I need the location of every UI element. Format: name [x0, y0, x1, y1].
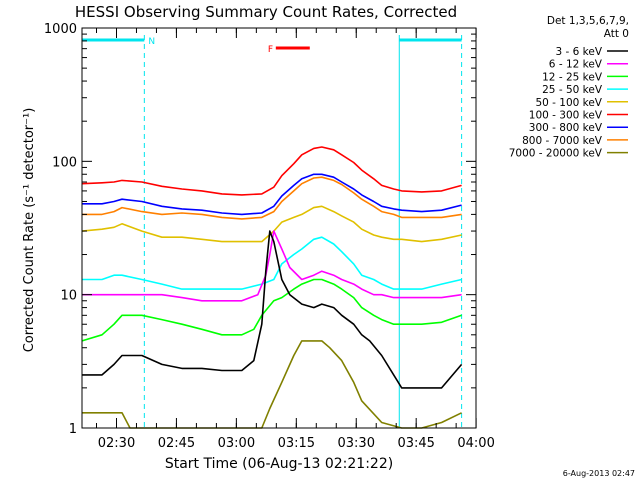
night-flag-label: N [148, 37, 155, 47]
legend-label: 50 - 100 keV [535, 97, 602, 109]
series-line [82, 340, 462, 429]
legend-header-line-2: Att 0 [604, 28, 629, 40]
series-line [82, 176, 462, 220]
series-line [81, 146, 462, 196]
series-line [82, 230, 463, 389]
legend-label: 7000 - 20000 keV [509, 148, 603, 160]
legend-label: 6 - 12 keV [549, 59, 603, 71]
y-tick-label: 10 [60, 289, 77, 304]
series-line [82, 230, 462, 302]
axes: 1 10 100 1000 02:30 02:45 03:00 03:15 03:30 03:45… [44, 22, 495, 451]
x-tick-label: 04:00 [457, 436, 494, 451]
footer-date: 6-Aug-2013 02:47 [563, 469, 635, 478]
y-tick-label: 1 [69, 422, 77, 437]
series-line [81, 205, 462, 243]
x-axis-label: Start Time (06-Aug-13 02:21:22) [165, 456, 393, 472]
x-tick-label: 03:30 [338, 436, 375, 451]
legend-label: 12 - 25 keV [542, 71, 603, 83]
legend-label: 3 - 6 keV [555, 46, 602, 58]
x-tick-label: 03:00 [218, 436, 255, 451]
series-line [81, 278, 462, 342]
x-tick-label: 02:45 [158, 436, 195, 451]
x-tick-label: 03:15 [278, 436, 315, 451]
y-tick-label: 1000 [44, 22, 77, 37]
legend-header-line-1: Det 1,3,5,6,7,9, [547, 15, 629, 27]
legend-label: 25 - 50 keV [542, 84, 603, 96]
series-line [82, 236, 462, 290]
observing-flags: NF [82, 35, 463, 428]
x-tick-label: 02:30 [98, 436, 135, 451]
y-axis-label: Corrected Count Rate (s⁻¹ detector⁻¹) [22, 108, 37, 353]
chart-title: HESSI Observing Summary Count Rates, Cor… [75, 3, 457, 21]
x-tick-label: 03:45 [397, 436, 434, 451]
series-layer [81, 146, 463, 429]
y-tick-label: 100 [52, 155, 77, 170]
series-line [82, 173, 462, 216]
legend-label: 300 - 800 keV [529, 122, 603, 134]
plot-frame [81, 27, 477, 429]
flare-flag-label: F [268, 45, 273, 55]
legend-label: 100 - 300 keV [529, 110, 603, 122]
legend-label: 800 - 7000 keV [522, 135, 603, 147]
